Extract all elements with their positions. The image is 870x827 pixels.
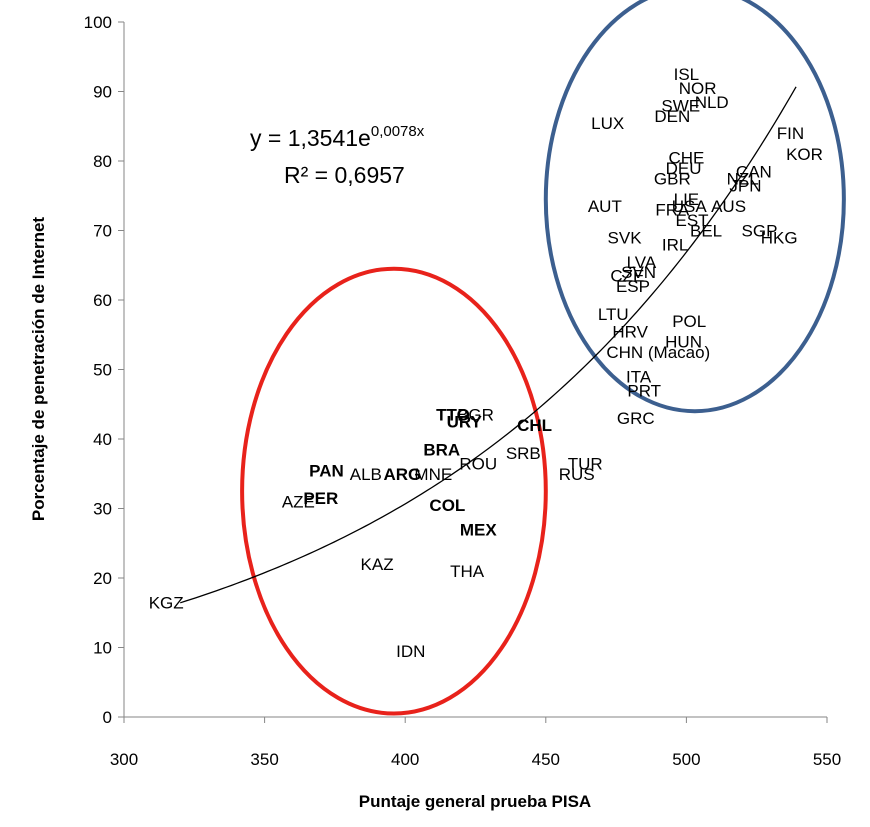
point-label-den: DEN (654, 107, 690, 126)
point-label-bra: BRA (423, 440, 460, 459)
point-label-tur: TUR (568, 454, 603, 473)
point-label-mex: MEX (460, 520, 498, 539)
point-label-kor: KOR (786, 145, 823, 164)
point-label-ita: ITA (626, 367, 652, 386)
point-label-kaz: KAZ (361, 555, 394, 574)
circle-top-right (543, 0, 846, 414)
point-label-prt: PRT (627, 381, 661, 400)
point-label-idn: IDN (396, 642, 425, 661)
point-label-pan: PAN (309, 461, 344, 480)
equation-exponent: 0,0078x (371, 123, 425, 140)
point-label-usa: USA (672, 197, 708, 216)
point-label-bgr: BGR (457, 406, 494, 425)
point-label-swe: SWE (661, 96, 700, 115)
trendline-equation: y = 1,3541e0,0078x (250, 123, 425, 151)
x-tick-label: 500 (672, 750, 700, 769)
point-label-svn: SVN (621, 263, 656, 282)
point-label-arg: ARG (383, 465, 421, 484)
y-tick-label: 80 (93, 152, 112, 171)
point-label-col: COL (429, 496, 465, 515)
point-label-ltu: LTU (598, 305, 629, 324)
point-label-sgp: SGP (742, 222, 778, 241)
point-label-hrv: HRV (612, 322, 648, 341)
equation-prefix: y = 1,3541e (250, 125, 371, 151)
point-label-grc: GRC (617, 409, 655, 428)
point-label-pol: POL (672, 312, 706, 331)
point-label-alb: ALB (350, 465, 382, 484)
circle-bottom-left (240, 266, 548, 716)
ellipses-layer (240, 0, 846, 716)
point-label-ury: URY (447, 413, 483, 432)
point-label-mne: MNE (414, 465, 452, 484)
y-tick-label: 70 (93, 222, 112, 241)
x-tick-label: 450 (532, 750, 560, 769)
point-label-nzl: NZL (727, 169, 759, 188)
ticks-layer: 0 10 20 30 40 50 60 70 80 90 100 300 350 400 450 500 550 (84, 13, 842, 769)
x-tick-label: 300 (110, 750, 138, 769)
point-label-hun: HUN (665, 333, 702, 352)
axes (123, 22, 827, 718)
r-squared-label: R² = 0,6957 (284, 162, 405, 188)
point-label-jpn: JPN (729, 176, 761, 195)
point-label-kgz: KGZ (149, 593, 184, 612)
point-label-esp: ESP (616, 277, 650, 296)
y-tick-label: 100 (84, 13, 112, 32)
point-label-nld: NLD (695, 93, 729, 112)
x-tick-label: 400 (391, 750, 419, 769)
y-tick-label: 0 (103, 708, 112, 727)
point-label-est: EST (675, 211, 708, 230)
point-label-chn-macao: CHN (Macao) (606, 343, 710, 362)
y-tick-label: 90 (93, 83, 112, 102)
x-axis-title: Puntaje general prueba PISA (359, 792, 591, 811)
point-label-lva: LVA (627, 253, 657, 272)
y-tick-label: 40 (93, 430, 112, 449)
point-label-hkg: HKG (761, 228, 798, 247)
point-label-per: PER (303, 489, 338, 508)
point-label-aze: AZE (282, 493, 315, 512)
point-label-svk: SVK (608, 228, 643, 247)
x-tick-label: 550 (813, 750, 841, 769)
y-tick-label: 10 (93, 639, 112, 658)
point-label-srb: SRB (506, 444, 541, 463)
point-label-cze: CZE (610, 267, 644, 286)
point-label-can: CAN (736, 162, 772, 181)
point-label-tha: THA (450, 562, 485, 581)
point-label-lux: LUX (591, 114, 624, 133)
point-label-fin: FIN (777, 124, 804, 143)
point-label-rus: RUS (559, 465, 595, 484)
point-label-irl: IRL (662, 235, 688, 254)
point-label-che: CHE (668, 149, 704, 168)
y-tick-label: 20 (93, 569, 112, 588)
x-tick-label: 350 (250, 750, 278, 769)
point-label-lie: LIE (674, 190, 700, 209)
y-tick-label: 50 (93, 361, 112, 380)
point-label-isl: ISL (674, 65, 700, 84)
y-axis-title: Porcentaje de penetración de Internet (29, 217, 48, 522)
point-label-gbr: GBR (654, 169, 691, 188)
point-label-aut: AUT (588, 197, 622, 216)
point-label-fra: FRA (655, 201, 690, 220)
point-label-nor: NOR (679, 79, 717, 98)
point-label-tto: TTO (436, 406, 470, 425)
y-tick-label: 30 (93, 500, 112, 519)
point-label-rou: ROU (459, 454, 497, 473)
point-label-chl: CHL (517, 416, 552, 435)
point-label-bel: BEL (690, 222, 722, 241)
y-tick-label: 60 (93, 291, 112, 310)
point-label-deu: DEU (666, 159, 702, 178)
point-label-aus: AUS (711, 197, 746, 216)
trendline (180, 86, 797, 604)
